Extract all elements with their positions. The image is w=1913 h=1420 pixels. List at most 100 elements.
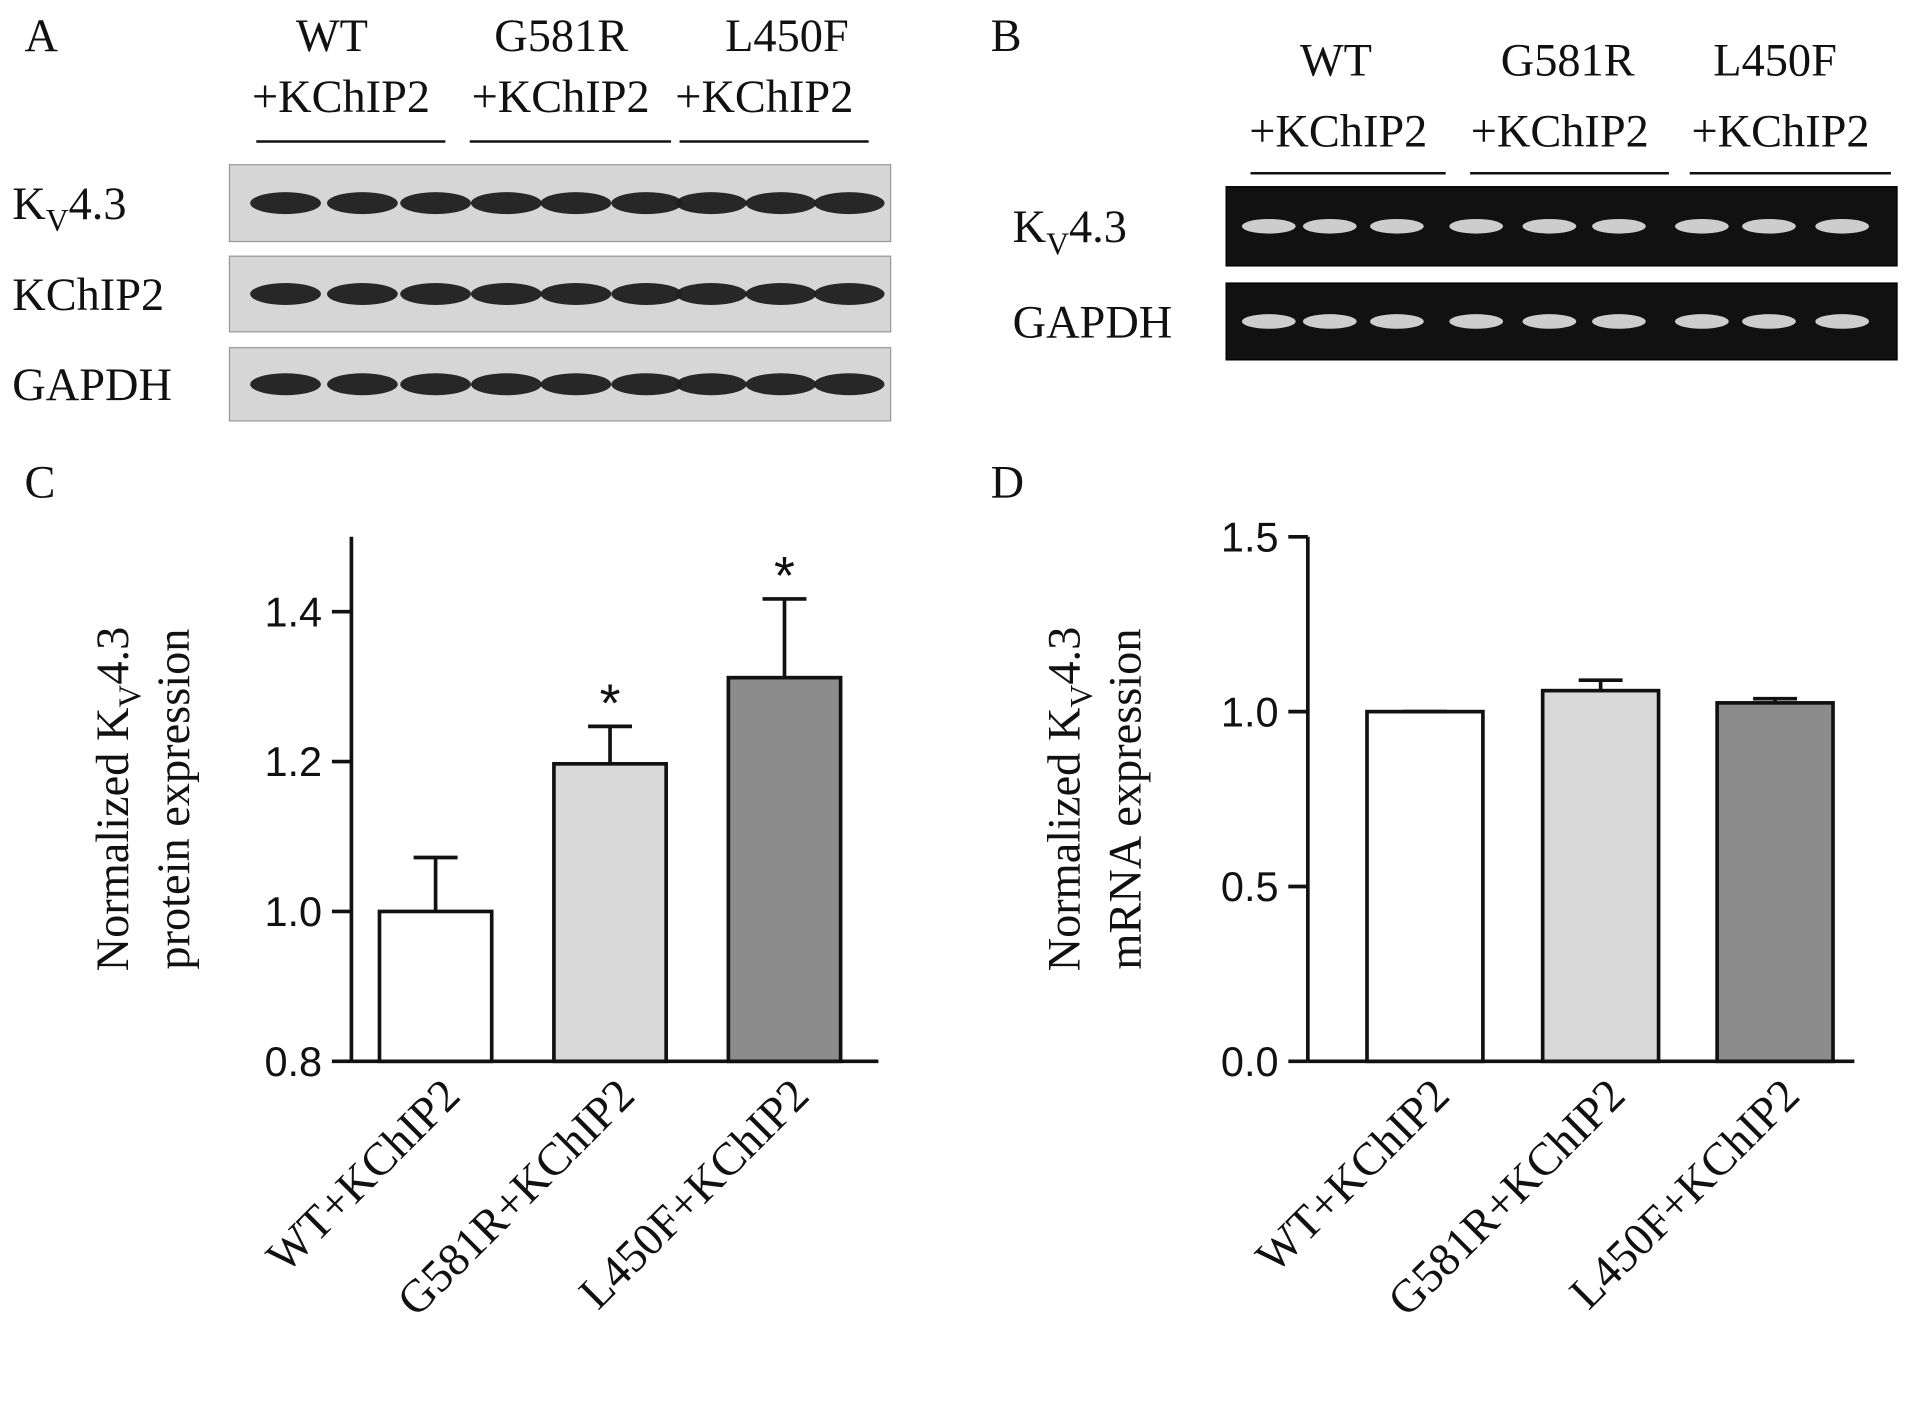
label-part: GAPDH: [12, 360, 172, 411]
blot-band: [540, 192, 612, 215]
blot-band: [1675, 314, 1729, 329]
y-axis-label: Normalized KV4.3: [1040, 627, 1099, 972]
label-part: 4.3: [1040, 627, 1091, 685]
row-label: KV4.3: [1013, 202, 1127, 261]
group-label: G581R: [1501, 36, 1635, 87]
blot-band: [1370, 218, 1424, 234]
blot-band: [611, 373, 683, 396]
panel-letter: A: [24, 11, 58, 62]
label-part: KChIP2: [12, 270, 164, 321]
blot-band: [1449, 314, 1504, 329]
group-sublabel: +KChIP2: [1249, 106, 1427, 157]
row-label: GAPDH: [1013, 297, 1173, 348]
blot-band: [813, 373, 885, 396]
label-part: Normalized K: [1040, 708, 1091, 972]
y-tick-label: 1.0: [264, 888, 322, 935]
group-label: L450F: [725, 11, 849, 62]
group-sublabel: +KChIP2: [1692, 106, 1870, 157]
label-part: K: [1013, 202, 1046, 253]
y-axis-label: mRNA expression: [1101, 628, 1152, 969]
blot-band: [1449, 218, 1504, 234]
blot-band: [250, 283, 321, 305]
y-axis-label: Normalized KV4.3: [88, 627, 147, 972]
y-tick-label: 1.2: [264, 738, 322, 785]
label-part: 4.3: [69, 179, 127, 230]
label-part: 4.3: [1069, 202, 1127, 253]
blot-band: [327, 373, 398, 396]
blot-band: [675, 192, 747, 215]
bar: [1540, 688, 1661, 1064]
y-tick-label: 1.4: [264, 588, 322, 635]
label-subscript: V: [46, 203, 69, 238]
panel-letter: B: [991, 11, 1022, 62]
blot-band: [470, 373, 542, 396]
blot-band: [813, 192, 885, 215]
blot-band: [1241, 314, 1296, 329]
blot-band: [327, 192, 398, 215]
blot-band: [1592, 314, 1646, 329]
group-sublabel: +KChIP2: [252, 72, 430, 123]
blot-band: [470, 283, 542, 305]
row-label: GAPDH: [12, 360, 172, 411]
blot-band: [1522, 314, 1577, 329]
blot-band: [1742, 314, 1796, 329]
label-part: GAPDH: [1013, 297, 1173, 348]
significance-marker: *: [774, 546, 795, 606]
bar: [377, 909, 494, 1064]
bar: [726, 675, 843, 1064]
y-tick-label: 0.8: [264, 1038, 322, 1085]
blot-band: [400, 283, 471, 305]
label-part: K: [12, 179, 45, 230]
label-subscript: V: [112, 685, 147, 708]
blot-band: [813, 283, 885, 305]
bar: [1715, 701, 1835, 1064]
blot-band: [1742, 218, 1796, 234]
significance-marker: *: [600, 673, 621, 733]
label-part: Normalized K: [88, 708, 139, 972]
blot-band: [611, 283, 683, 305]
label-part: 4.3: [88, 627, 139, 685]
panel-letter: C: [24, 458, 55, 509]
blot-band: [1302, 314, 1357, 329]
label-subscript: V: [1064, 685, 1099, 708]
blot-band: [400, 373, 471, 396]
blot-band: [250, 192, 321, 215]
blot-band: [1815, 218, 1870, 234]
blot-band: [1675, 218, 1729, 234]
label-subscript: V: [1046, 226, 1069, 261]
group-label: G581R: [494, 11, 628, 62]
blot-band: [1815, 314, 1870, 329]
group-sublabel: +KChIP2: [675, 72, 853, 123]
y-tick-label: 1.0: [1221, 688, 1279, 735]
panel-letter: D: [991, 458, 1024, 509]
row-label: KChIP2: [12, 270, 164, 321]
blot-band: [250, 373, 321, 396]
blot-band: [1302, 218, 1357, 234]
group-sublabel: +KChIP2: [472, 72, 650, 123]
row-label: KV4.3: [12, 179, 126, 238]
blot-band: [611, 192, 683, 215]
blot-band: [1241, 218, 1296, 234]
blot-band: [1592, 218, 1646, 234]
group-label: L450F: [1713, 36, 1837, 87]
y-tick-label: 1.5: [1221, 513, 1279, 560]
blot-band: [745, 283, 817, 305]
blot-band: [470, 192, 542, 215]
bar: [1365, 709, 1485, 1064]
group-label: WT: [296, 11, 368, 62]
blot-band: [1522, 218, 1577, 234]
y-tick-label: 0.5: [1221, 863, 1279, 910]
blot-band: [675, 283, 747, 305]
blot-band: [675, 373, 747, 396]
blot-band: [1370, 314, 1424, 329]
blot-band: [745, 192, 817, 215]
y-tick-label: 0.0: [1221, 1038, 1279, 1085]
blot-band: [540, 283, 612, 305]
bar: [552, 762, 668, 1064]
y-axis-label: protein expression: [149, 629, 200, 970]
group-sublabel: +KChIP2: [1471, 106, 1649, 157]
group-label: WT: [1300, 36, 1372, 87]
blot-band: [745, 373, 817, 396]
blot-band: [327, 283, 398, 305]
